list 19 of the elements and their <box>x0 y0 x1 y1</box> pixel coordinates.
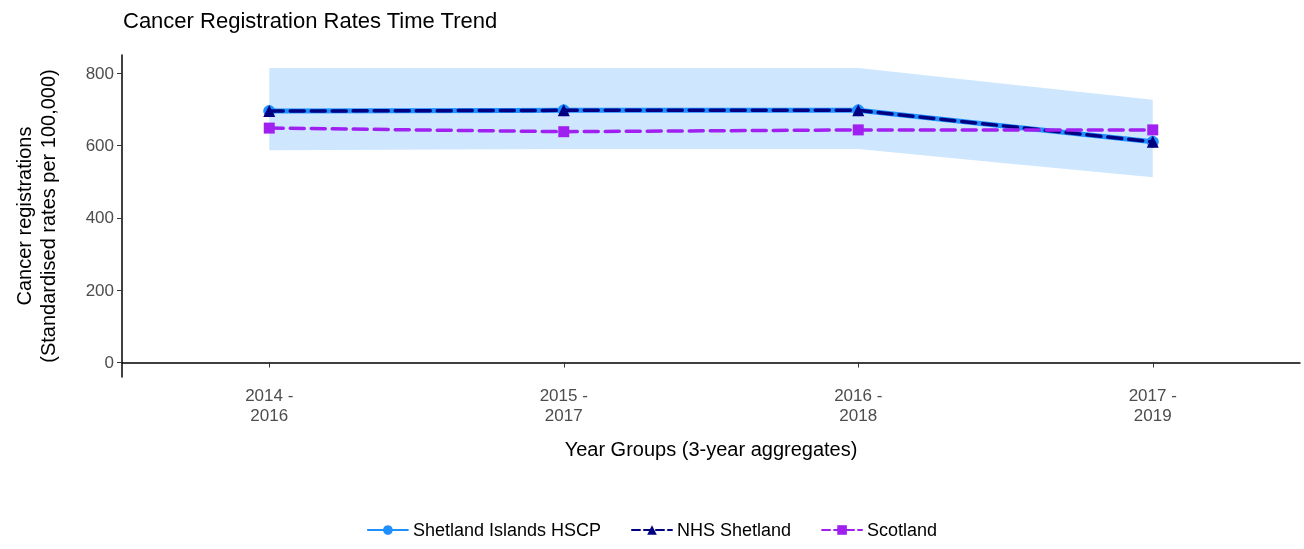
x-tick-label: 2016 - 2018 <box>834 385 883 425</box>
legend-label: NHS Shetland <box>677 520 792 540</box>
y-tick-label: 800 <box>85 63 114 83</box>
y-tick-label: 600 <box>85 135 114 155</box>
y-tick-label: 0 <box>104 353 114 373</box>
point <box>263 122 275 134</box>
x-axis-title: Year Groups (3-year aggregates) <box>564 438 858 460</box>
chart-title: Cancer Registration Rates Time Trend <box>123 7 498 33</box>
point <box>852 124 864 136</box>
y-axis-title: Cancer registrations (Standardised rates per 100,000) <box>13 69 59 363</box>
point <box>1147 124 1159 136</box>
point <box>558 126 570 138</box>
legend-label: Shetland Islands HSCP <box>412 520 601 540</box>
x-tick-label: 2017 - 2019 <box>1128 385 1177 425</box>
y-tick-label: 200 <box>85 280 114 300</box>
legend-label: Scotland <box>867 520 938 540</box>
x-tick-label: 2015 - 2017 <box>539 385 588 425</box>
y-tick-label: 400 <box>85 208 114 228</box>
x-tick-label: 2014 - 2016 <box>245 385 294 425</box>
